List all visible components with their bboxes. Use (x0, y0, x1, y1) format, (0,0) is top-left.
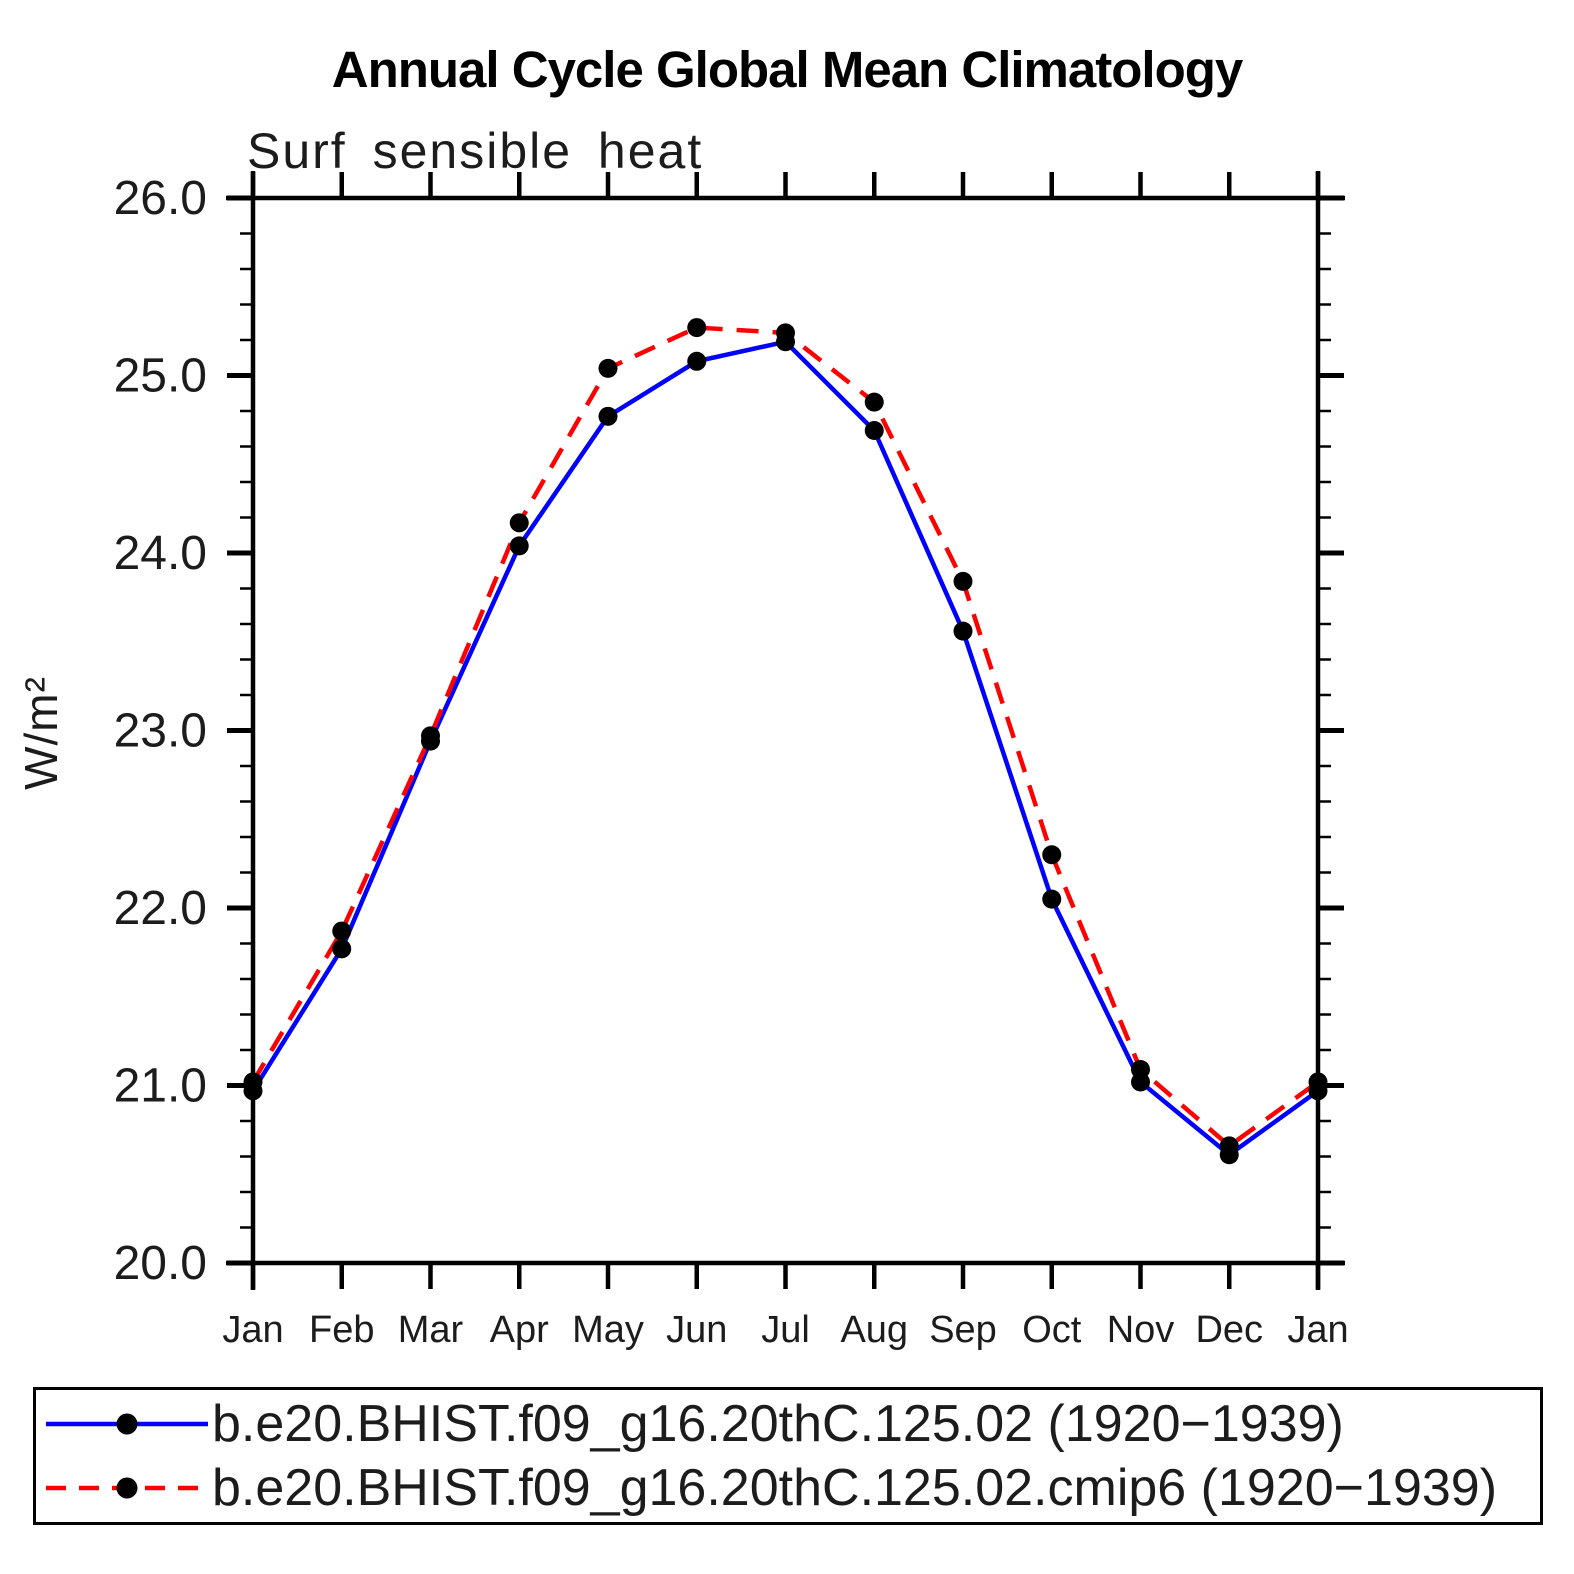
y-axis-ticks (227, 195, 1344, 1266)
x-tick-label: Oct (1022, 1309, 1082, 1351)
legend-item: b.e20.BHIST.f09_g16.20thC.125.02.cmip6 (… (36, 1456, 1540, 1520)
x-tick-label: Jul (761, 1309, 810, 1351)
x-tick-label: Aug (840, 1309, 908, 1351)
y-tick-label: 23.0 (114, 705, 207, 758)
chart-subtitle: Surf sensible heat (247, 123, 704, 179)
chart-title: Annual Cycle Global Mean Climatology (331, 41, 1244, 98)
x-axis-labels: Jan Feb Mar Apr May Jun Jul Aug Sep Oct Nov Dec Jan (222, 1309, 1348, 1351)
x-tick-label: Nov (1107, 1309, 1175, 1351)
x-tick-label: May (572, 1309, 644, 1351)
x-tick-label: Feb (309, 1309, 374, 1351)
x-tick-label: Apr (490, 1309, 549, 1351)
y-axis-labels: 20.0 21.0 22.0 23.0 24.0 25.0 26.0 (114, 172, 207, 1290)
series-markers-1 (243, 318, 1328, 1156)
series-line-1 (251, 325, 1320, 1149)
y-axis-title: W/m² (15, 676, 67, 790)
y-tick-label: 20.0 (114, 1237, 207, 1290)
legend: b.e20.BHIST.f09_g16.20thC.125.02 (1920−1… (33, 1387, 1543, 1525)
y-tick-label: 21.0 (114, 1060, 207, 1113)
y-tick-label: 26.0 (114, 172, 207, 225)
x-tick-label: Sep (929, 1309, 997, 1351)
x-tick-label: Jan (1287, 1309, 1348, 1351)
y-tick-label: 25.0 (114, 350, 207, 403)
x-tick-label: Jun (666, 1309, 727, 1351)
x-tick-label: Jan (222, 1309, 283, 1351)
legend-label-series-2: b.e20.BHIST.f09_g16.20thC.125.02.cmip6 (… (212, 1459, 1498, 1517)
legend-label-series-1: b.e20.BHIST.f09_g16.20thC.125.02 (1920−1… (212, 1395, 1344, 1453)
x-tick-label: Dec (1195, 1309, 1263, 1351)
series-line-0 (251, 339, 1320, 1158)
y-tick-label: 22.0 (114, 882, 207, 935)
y-tick-label: 24.0 (114, 527, 207, 580)
x-tick-label: Mar (398, 1309, 464, 1351)
series-markers-0 (243, 332, 1328, 1165)
legend-key-dashed-red-line (46, 1477, 208, 1499)
legend-key-solid-blue-line (46, 1413, 208, 1435)
x-axis-ticks (250, 172, 1321, 1289)
legend-item: b.e20.BHIST.f09_g16.20thC.125.02 (1920−1… (36, 1392, 1540, 1456)
